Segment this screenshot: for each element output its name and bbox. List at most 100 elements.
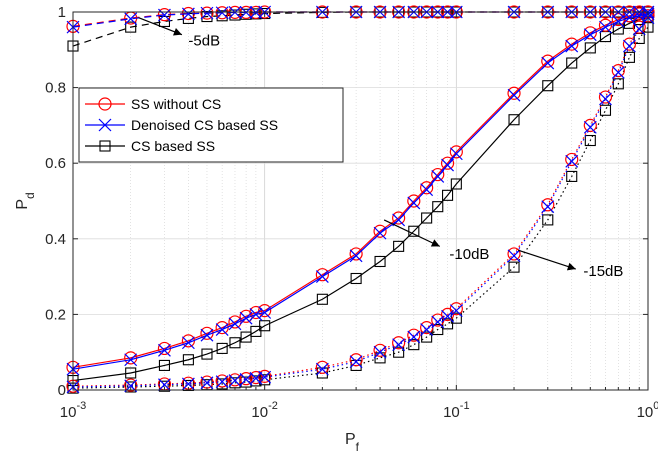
cross-marker <box>431 170 445 183</box>
circle-marker <box>507 86 521 100</box>
circle-marker <box>239 372 253 386</box>
cross-marker <box>407 330 421 344</box>
snr-annotation: -5dB <box>138 17 220 49</box>
square-marker <box>542 214 554 226</box>
square-marker <box>393 346 405 358</box>
square-marker <box>229 337 241 349</box>
square-marker <box>99 140 111 152</box>
cross-marker <box>623 39 636 53</box>
cross-marker <box>181 377 195 391</box>
square-marker <box>450 312 462 324</box>
square-marker <box>158 15 170 28</box>
circle-marker <box>611 63 625 78</box>
series-line <box>72 26 649 389</box>
x-tick-label: 100 <box>637 400 658 421</box>
square-marker <box>250 325 262 337</box>
square-marker <box>374 255 386 268</box>
square-marker <box>125 381 137 393</box>
cross-marker <box>373 345 387 359</box>
circle-marker <box>392 211 406 225</box>
x-axis-label: Pf <box>345 431 360 454</box>
circle-marker <box>449 145 463 159</box>
annotation-label: -5dB <box>188 32 220 49</box>
circle-marker <box>431 167 445 182</box>
circle-marker <box>449 302 463 316</box>
annotation-label: -15dB <box>583 263 623 280</box>
cross-marker <box>215 375 229 389</box>
cross-marker <box>507 88 521 102</box>
cross-marker <box>349 355 363 369</box>
legend-label: CS based SS <box>131 138 215 154</box>
square-marker <box>421 331 433 343</box>
annotations: -5dB -10dB -15dB <box>138 17 623 280</box>
cross-marker <box>373 226 387 240</box>
cross-marker <box>215 6 229 20</box>
cross-marker <box>258 370 272 384</box>
y-axis-label-sub: d <box>23 192 37 199</box>
square-marker <box>442 189 454 201</box>
cross-marker <box>315 270 329 284</box>
cross-marker <box>158 378 171 392</box>
annotation-label: -10dB <box>449 246 489 263</box>
y-tick-label: 0.2 <box>45 306 66 323</box>
square-marker <box>584 42 596 54</box>
annotation-arrow-line <box>517 249 576 270</box>
square-marker <box>350 272 362 285</box>
x-tick-base: 10 <box>637 404 654 421</box>
square-marker <box>316 293 328 305</box>
square-marker <box>240 331 252 343</box>
legend-entry: CS based SS <box>85 138 215 154</box>
square-marker <box>450 178 462 190</box>
plot-frame <box>72 11 649 391</box>
x-tick-base: 10 <box>251 404 268 421</box>
square-marker <box>408 339 420 351</box>
y-tick-label: 0.6 <box>45 155 66 172</box>
x-tick-exponent: 0 <box>653 400 658 412</box>
circle-marker <box>258 304 272 318</box>
square-marker <box>612 23 624 35</box>
circle-marker <box>215 321 229 335</box>
cross-marker <box>449 147 463 161</box>
legend-label: SS without CS <box>131 96 221 112</box>
square-marker <box>584 134 596 147</box>
annotation-arrow-head <box>172 28 182 36</box>
y-tick-label: 0.8 <box>45 80 66 97</box>
cross-marker <box>599 20 612 34</box>
x-tick-exponent: -3 <box>76 400 86 412</box>
cross-marker <box>441 158 454 172</box>
x-tick-base: 10 <box>443 404 460 421</box>
circle-marker <box>228 315 242 329</box>
cross-marker <box>124 12 138 26</box>
plot-area <box>73 12 648 390</box>
annotation-arrow-line <box>383 219 441 247</box>
cross-marker <box>228 317 242 331</box>
legend-entry: SS without CS <box>85 96 221 112</box>
y-tick-label: 1 <box>58 4 66 21</box>
series--15dB-cross <box>66 11 655 394</box>
x-tick-exponent: -2 <box>268 400 278 412</box>
square-marker <box>182 354 194 366</box>
square-marker <box>216 342 228 354</box>
circle-marker <box>541 198 555 212</box>
cross-marker <box>392 213 406 227</box>
cross-marker <box>158 343 171 357</box>
circle-marker <box>373 343 387 357</box>
cross-marker <box>228 374 242 387</box>
circle-marker <box>420 181 434 195</box>
circle-marker <box>407 328 421 342</box>
circle-marker <box>407 194 421 208</box>
square-marker <box>566 57 578 69</box>
circle-marker <box>315 268 329 282</box>
circle-marker <box>583 118 597 133</box>
circle-marker <box>373 224 387 238</box>
circle-marker <box>565 152 579 167</box>
legend-label: Denoised CS based SS <box>131 117 278 133</box>
square-marker <box>393 240 405 252</box>
cross-marker <box>181 336 195 350</box>
cross-marker <box>420 183 434 197</box>
series--10dB-square <box>67 12 654 387</box>
cross-marker <box>200 328 214 342</box>
square-marker <box>201 348 213 360</box>
cross-marker <box>181 7 195 21</box>
